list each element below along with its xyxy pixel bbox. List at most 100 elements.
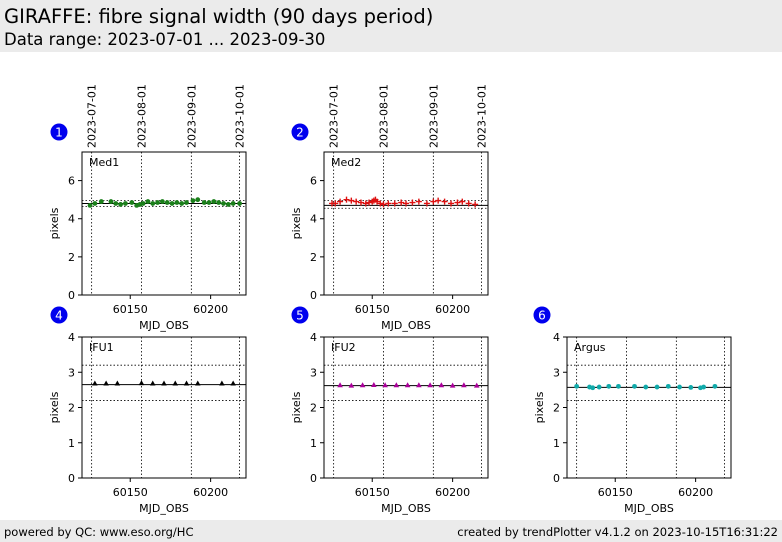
- data-point: [353, 198, 360, 205]
- x-tick-label: 60200: [435, 303, 470, 316]
- data-point: [113, 201, 119, 206]
- plot-panel-med1: 1 2023-07-01 2023-08-01 2023-09-01 2023-10-0…: [48, 84, 247, 332]
- y-tick-label: 3: [68, 366, 75, 379]
- data-point: [230, 380, 236, 386]
- panel-number-badge: [50, 306, 68, 324]
- plot-frame: [323, 151, 489, 296]
- data-point: [206, 200, 212, 205]
- plot-frame: [81, 336, 247, 479]
- data-point: [172, 380, 179, 386]
- data-point: [362, 200, 369, 207]
- data-point: [92, 380, 98, 386]
- x-tick-label: 60150: [355, 303, 390, 316]
- data-point: [404, 382, 411, 388]
- data-point: [459, 198, 466, 205]
- x-tick-label: 60150: [598, 486, 633, 499]
- y-tick-label: 0: [553, 472, 560, 485]
- y-tick-label: 0: [68, 289, 75, 302]
- data-point: [164, 200, 170, 205]
- x-axis-label: MJD_OBS: [624, 502, 674, 515]
- data-point: [183, 380, 190, 386]
- plot-frame: [81, 151, 247, 296]
- data-point: [221, 201, 226, 206]
- x-axis-label: MJD_OBS: [381, 319, 431, 332]
- data-point: [211, 199, 217, 204]
- data-point: [174, 200, 180, 205]
- data-point: [380, 201, 387, 208]
- data-point: [149, 380, 156, 386]
- data-point: [423, 200, 430, 207]
- y-tick-label: 2: [68, 402, 75, 415]
- data-point: [382, 382, 388, 388]
- data-point: [184, 200, 189, 205]
- data-point: [337, 198, 344, 205]
- data-point: [343, 196, 350, 203]
- data-point: [677, 384, 682, 390]
- panel-number-label: 2: [296, 126, 304, 140]
- data-point: [179, 201, 185, 206]
- data-point: [473, 382, 480, 388]
- panel-number-badge: [533, 306, 551, 324]
- y-tick-label: 6: [68, 175, 75, 188]
- y-tick-label: 2: [310, 251, 317, 264]
- data-point: [688, 385, 694, 390]
- data-point: [103, 380, 109, 386]
- data-point: [701, 384, 707, 390]
- plot-panel-argus: 6 0 1 2 3 4 60150 60200 MJD_OBS pixels Argus: [533, 306, 732, 515]
- data-point: [114, 380, 121, 386]
- data-point: [371, 381, 377, 387]
- x-tick-label: 60200: [678, 486, 713, 499]
- data-point: [606, 383, 612, 389]
- y-tick-label: 1: [310, 437, 317, 450]
- data-point: [427, 382, 433, 388]
- x-axis-label: MJD_OBS: [139, 502, 189, 515]
- footer-generator: created by trendPlotter v4.1.2 on 2023-1…: [457, 525, 778, 539]
- data-point: [616, 383, 621, 389]
- date-tick-label: 2023-09-01: [185, 84, 198, 148]
- y-tick-label: 2: [310, 402, 317, 415]
- panel-label: Med2: [331, 156, 361, 169]
- data-point: [123, 201, 128, 206]
- data-point: [441, 198, 448, 205]
- page-title: GIRAFFE: fibre signal width (90 days per…: [4, 5, 434, 28]
- footer-band: powered by QC: www.eso.org/HC created by…: [0, 520, 782, 542]
- footer-credit: powered by QC: www.eso.org/HC: [4, 525, 194, 539]
- data-point: [140, 201, 146, 206]
- data-point: [393, 382, 400, 388]
- data-point: [643, 384, 649, 390]
- y-axis-label: pixels: [290, 207, 303, 239]
- data-point: [118, 202, 123, 207]
- data-point: [190, 198, 196, 204]
- panel-number-badge: [291, 123, 309, 141]
- panel-number-label: 5: [296, 309, 304, 323]
- date-tick-label: 2023-07-01: [86, 84, 99, 148]
- panel-number-badge: [291, 306, 309, 324]
- data-point: [359, 382, 366, 388]
- data-point: [574, 383, 580, 389]
- data-point: [472, 201, 479, 208]
- x-tick-label: 60200: [193, 303, 228, 316]
- panel-number-label: 4: [55, 309, 63, 323]
- data-point: [398, 199, 405, 206]
- page-subtitle: Data range: 2023-07-01 ... 2023-09-30: [4, 30, 326, 49]
- data-point: [403, 200, 409, 207]
- data-point: [332, 200, 339, 207]
- data-point: [230, 201, 236, 206]
- panel-label: IFU2: [331, 341, 356, 354]
- data-point: [465, 200, 472, 207]
- data-point: [216, 200, 222, 205]
- x-tick-label: 60150: [355, 486, 390, 499]
- data-point: [654, 384, 660, 390]
- date-tick-label: 2023-10-01: [234, 84, 247, 148]
- y-tick-label: 6: [310, 175, 317, 188]
- x-tick-label: 60150: [113, 486, 148, 499]
- data-point: [416, 382, 422, 388]
- date-tick-label: 2023-08-01: [377, 84, 390, 148]
- panel-label: IFU1: [89, 341, 114, 354]
- data-point: [357, 199, 364, 206]
- data-point: [377, 200, 384, 207]
- data-point: [665, 383, 671, 389]
